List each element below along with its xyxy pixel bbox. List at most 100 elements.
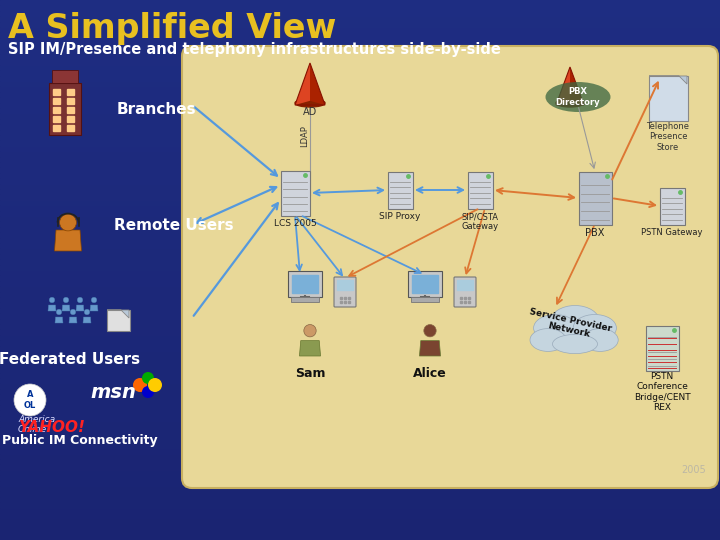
Polygon shape bbox=[300, 341, 320, 356]
Bar bbox=[0, 454, 720, 459]
Text: Service Provider
Network: Service Provider Network bbox=[527, 307, 613, 343]
Bar bbox=[0, 146, 720, 151]
Bar bbox=[0, 373, 720, 378]
Bar bbox=[0, 259, 720, 265]
Bar bbox=[0, 157, 720, 162]
Bar bbox=[0, 0, 720, 5]
Bar bbox=[52, 70, 78, 83]
Polygon shape bbox=[62, 305, 70, 311]
Bar bbox=[0, 16, 720, 22]
Bar bbox=[53, 116, 60, 122]
Text: SIP/CSTA
Gateway: SIP/CSTA Gateway bbox=[462, 212, 498, 232]
Polygon shape bbox=[420, 341, 441, 356]
FancyBboxPatch shape bbox=[649, 76, 688, 120]
Bar bbox=[0, 448, 720, 454]
Bar bbox=[49, 83, 81, 135]
Bar bbox=[0, 410, 720, 416]
Bar bbox=[0, 497, 720, 502]
Bar bbox=[412, 275, 438, 293]
Text: 2005: 2005 bbox=[681, 465, 706, 475]
Text: SIP Proxy: SIP Proxy bbox=[379, 212, 420, 221]
FancyBboxPatch shape bbox=[578, 172, 611, 225]
Text: Federated Users: Federated Users bbox=[0, 352, 140, 367]
Bar bbox=[0, 205, 720, 211]
Bar bbox=[67, 98, 74, 104]
Text: YAHOO!: YAHOO! bbox=[18, 420, 85, 435]
Circle shape bbox=[71, 309, 76, 315]
Bar bbox=[0, 54, 720, 59]
Bar bbox=[0, 27, 720, 32]
Bar bbox=[292, 275, 318, 293]
Bar bbox=[0, 189, 720, 194]
Bar bbox=[53, 89, 60, 95]
Bar bbox=[0, 335, 720, 340]
Bar bbox=[0, 281, 720, 286]
Text: LCS 2005: LCS 2005 bbox=[274, 219, 316, 228]
Bar bbox=[411, 297, 439, 302]
Bar bbox=[0, 232, 720, 238]
Bar bbox=[0, 432, 720, 437]
Bar bbox=[0, 383, 720, 389]
Circle shape bbox=[77, 297, 83, 303]
Bar bbox=[67, 89, 74, 95]
Text: msn: msn bbox=[90, 382, 136, 402]
Bar bbox=[53, 98, 60, 104]
Ellipse shape bbox=[550, 306, 600, 339]
Bar bbox=[0, 443, 720, 448]
Polygon shape bbox=[295, 63, 310, 105]
Circle shape bbox=[424, 325, 436, 337]
Bar bbox=[0, 351, 720, 356]
Circle shape bbox=[60, 214, 76, 231]
Text: PSTN
Conference
Bridge/CENT
REX: PSTN Conference Bridge/CENT REX bbox=[634, 372, 690, 412]
Bar bbox=[67, 116, 74, 122]
Bar bbox=[0, 227, 720, 232]
Bar bbox=[0, 475, 720, 481]
Polygon shape bbox=[90, 305, 98, 311]
Text: Branches: Branches bbox=[117, 102, 197, 117]
Text: PBX
Directory: PBX Directory bbox=[556, 87, 600, 107]
Bar bbox=[0, 254, 720, 259]
Bar bbox=[0, 265, 720, 270]
Text: Public IM Connectivity: Public IM Connectivity bbox=[2, 434, 158, 447]
Bar bbox=[0, 486, 720, 491]
Polygon shape bbox=[570, 67, 584, 105]
Bar bbox=[0, 173, 720, 178]
Polygon shape bbox=[107, 310, 129, 318]
Bar bbox=[0, 211, 720, 216]
Bar bbox=[0, 329, 720, 335]
FancyBboxPatch shape bbox=[334, 277, 356, 307]
Bar bbox=[0, 502, 720, 508]
Polygon shape bbox=[76, 305, 84, 311]
Bar bbox=[0, 270, 720, 275]
Bar bbox=[0, 86, 720, 92]
Bar bbox=[0, 184, 720, 189]
Bar bbox=[0, 243, 720, 248]
Polygon shape bbox=[649, 76, 687, 84]
Bar bbox=[0, 416, 720, 421]
Bar bbox=[0, 302, 720, 308]
Text: Remote Users: Remote Users bbox=[114, 218, 233, 233]
Bar bbox=[0, 70, 720, 76]
Bar bbox=[337, 280, 353, 290]
Bar bbox=[0, 378, 720, 383]
Bar bbox=[0, 513, 720, 518]
Polygon shape bbox=[69, 317, 77, 323]
Bar bbox=[53, 107, 60, 113]
Bar bbox=[0, 97, 720, 103]
Bar bbox=[0, 32, 720, 38]
Bar bbox=[0, 221, 720, 227]
Circle shape bbox=[133, 378, 147, 392]
Bar bbox=[0, 76, 720, 81]
Text: Telephone
Presence
Store: Telephone Presence Store bbox=[647, 122, 690, 152]
Bar bbox=[0, 178, 720, 184]
Bar bbox=[0, 400, 720, 405]
Bar bbox=[0, 167, 720, 173]
Bar bbox=[0, 292, 720, 297]
Text: SIP IM/Presence and telephony infrastructures side-by-side: SIP IM/Presence and telephony infrastruc… bbox=[8, 42, 501, 57]
Bar bbox=[291, 297, 319, 302]
Bar bbox=[0, 108, 720, 113]
Bar bbox=[0, 394, 720, 400]
Ellipse shape bbox=[573, 314, 616, 341]
Bar bbox=[0, 49, 720, 54]
Text: A
OL: A OL bbox=[24, 390, 36, 410]
